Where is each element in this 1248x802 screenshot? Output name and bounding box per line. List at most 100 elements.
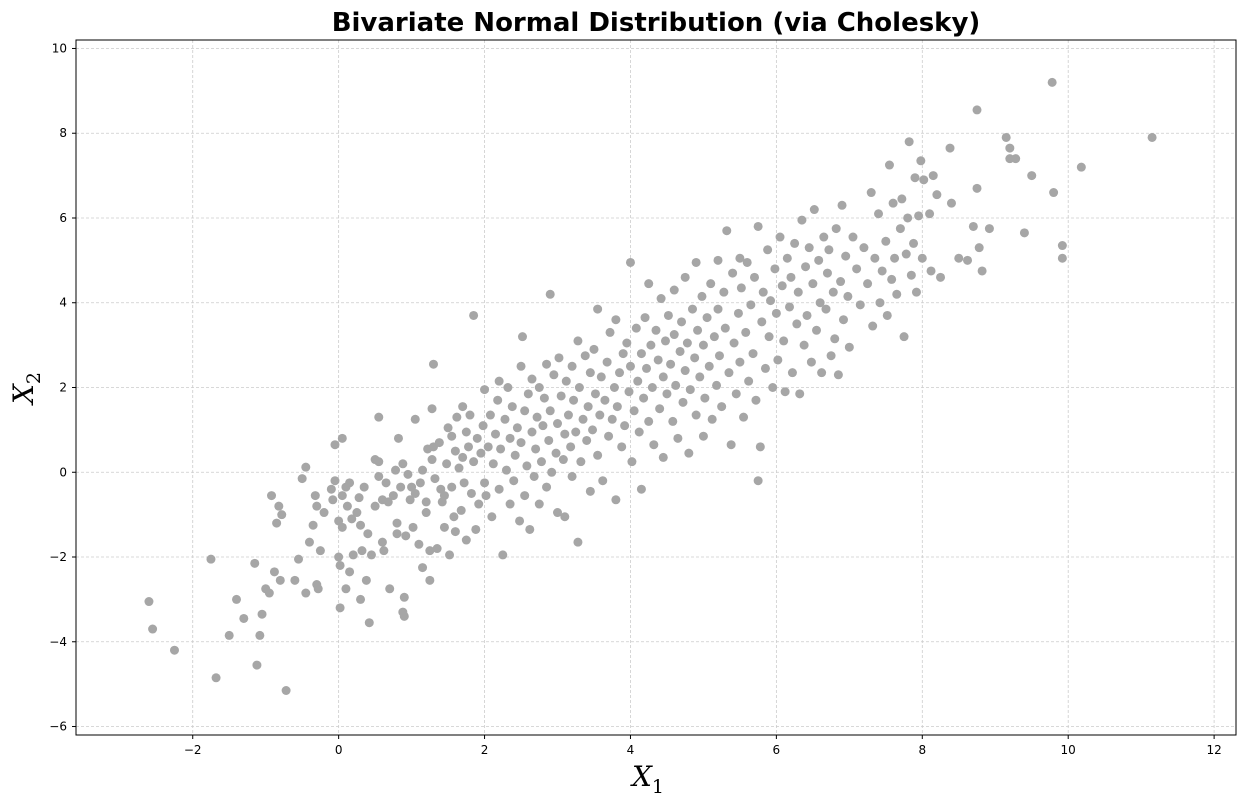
scatter-point	[501, 465, 511, 475]
scatter-point	[452, 412, 462, 422]
scatter-point	[450, 527, 460, 537]
scatter-point	[520, 491, 530, 501]
scatter-point	[795, 389, 805, 399]
scatter-point	[459, 478, 469, 488]
scatter-point	[974, 243, 984, 253]
scatter-point	[578, 414, 588, 424]
scatter-point	[748, 349, 758, 359]
scatter-point	[899, 332, 909, 342]
y-tick-label: 0	[59, 465, 67, 479]
scatter-point	[668, 416, 678, 426]
scatter-point	[458, 402, 468, 412]
scatter-point	[379, 546, 389, 556]
scatter-point	[509, 476, 519, 486]
scatter-point	[469, 310, 479, 320]
y-axis-label-base: X	[7, 383, 40, 406]
scatter-point	[425, 575, 435, 585]
scatter-point	[374, 471, 384, 481]
scatter-point	[496, 444, 506, 454]
scatter-point	[884, 160, 894, 170]
scatter-point	[972, 183, 982, 193]
scatter-point	[410, 488, 420, 498]
scatter-point	[888, 198, 898, 208]
scatter-point	[357, 546, 367, 556]
scatter-point	[821, 304, 831, 314]
scatter-point	[553, 508, 563, 518]
scatter-point	[763, 245, 773, 255]
scatter-point	[393, 433, 403, 443]
scatter-point	[841, 251, 851, 261]
scatter-point	[691, 257, 701, 267]
scatter-point	[536, 457, 546, 467]
scatter-point	[685, 385, 695, 395]
y-tick-label: 10	[52, 41, 67, 55]
scatter-point	[1019, 228, 1029, 238]
scatter-point	[359, 482, 369, 492]
scatter-point	[366, 550, 376, 560]
scatter-point	[757, 317, 767, 327]
scatter-point	[418, 563, 428, 573]
scatter-point	[493, 395, 503, 405]
scatter-point	[702, 313, 712, 323]
scatter-point	[269, 567, 279, 577]
scatter-point	[910, 173, 920, 183]
scatter-point	[485, 410, 495, 420]
scatter-point	[897, 194, 907, 204]
axis-ticks: −2 0 2 4 6 8 10 12 −6 −4 −2 0 2 4 6 8 10	[49, 41, 1221, 757]
scatter-point	[678, 397, 688, 407]
scatter-point	[474, 499, 484, 509]
scatter-point	[341, 584, 351, 594]
scatter-point	[881, 236, 891, 246]
scatter-point	[252, 660, 262, 670]
scatter-point	[697, 291, 707, 301]
scatter-point	[374, 412, 384, 422]
scatter-point	[698, 431, 708, 441]
x-tick-label: 12	[1206, 743, 1221, 757]
scatter-point	[792, 319, 802, 329]
scatter-point	[775, 232, 785, 242]
scatter-point	[771, 308, 781, 318]
scatter-point	[505, 433, 515, 443]
scatter-point	[352, 508, 362, 518]
scatter-point	[515, 516, 525, 526]
scatter-point	[556, 391, 566, 401]
scatter-point	[545, 406, 555, 416]
scatter-point	[713, 255, 723, 265]
scatter-point	[326, 484, 336, 494]
scatter-point	[471, 524, 481, 534]
scatter-point	[576, 457, 586, 467]
scatter-point	[476, 448, 486, 458]
scatter-point	[405, 495, 415, 505]
scatter-point	[649, 440, 659, 450]
scatter-point	[809, 205, 819, 215]
chart-title: Bivariate Normal Distribution (via Chole…	[332, 8, 981, 38]
scatter-point	[169, 645, 179, 655]
scatter-point	[625, 361, 635, 371]
scatter-point	[642, 363, 652, 373]
scatter-point	[337, 433, 347, 443]
scatter-point	[609, 383, 619, 392]
scatter-point	[731, 389, 741, 399]
scatter-point	[458, 452, 468, 462]
scatter-point	[319, 508, 329, 518]
scatter-point	[906, 270, 916, 280]
scatter-point	[304, 537, 314, 547]
scatter-point	[480, 385, 490, 395]
scatter-point	[334, 552, 344, 562]
scatter-point	[712, 380, 722, 390]
scatter-point	[751, 395, 761, 405]
x-tick-label: 6	[773, 743, 781, 757]
scatter-point	[717, 402, 727, 412]
scatter-point	[255, 630, 265, 640]
scatter-point	[636, 484, 646, 494]
scatter-point	[837, 200, 847, 210]
scatter-point	[267, 491, 277, 501]
scatter-point	[301, 462, 311, 472]
scatter-point	[596, 372, 606, 382]
scatter-point	[746, 300, 756, 310]
scatter-point	[385, 584, 395, 594]
scatter-point	[330, 440, 340, 450]
scatter-point	[604, 431, 614, 441]
scatter-point	[838, 315, 848, 325]
scatter-point	[804, 243, 814, 253]
